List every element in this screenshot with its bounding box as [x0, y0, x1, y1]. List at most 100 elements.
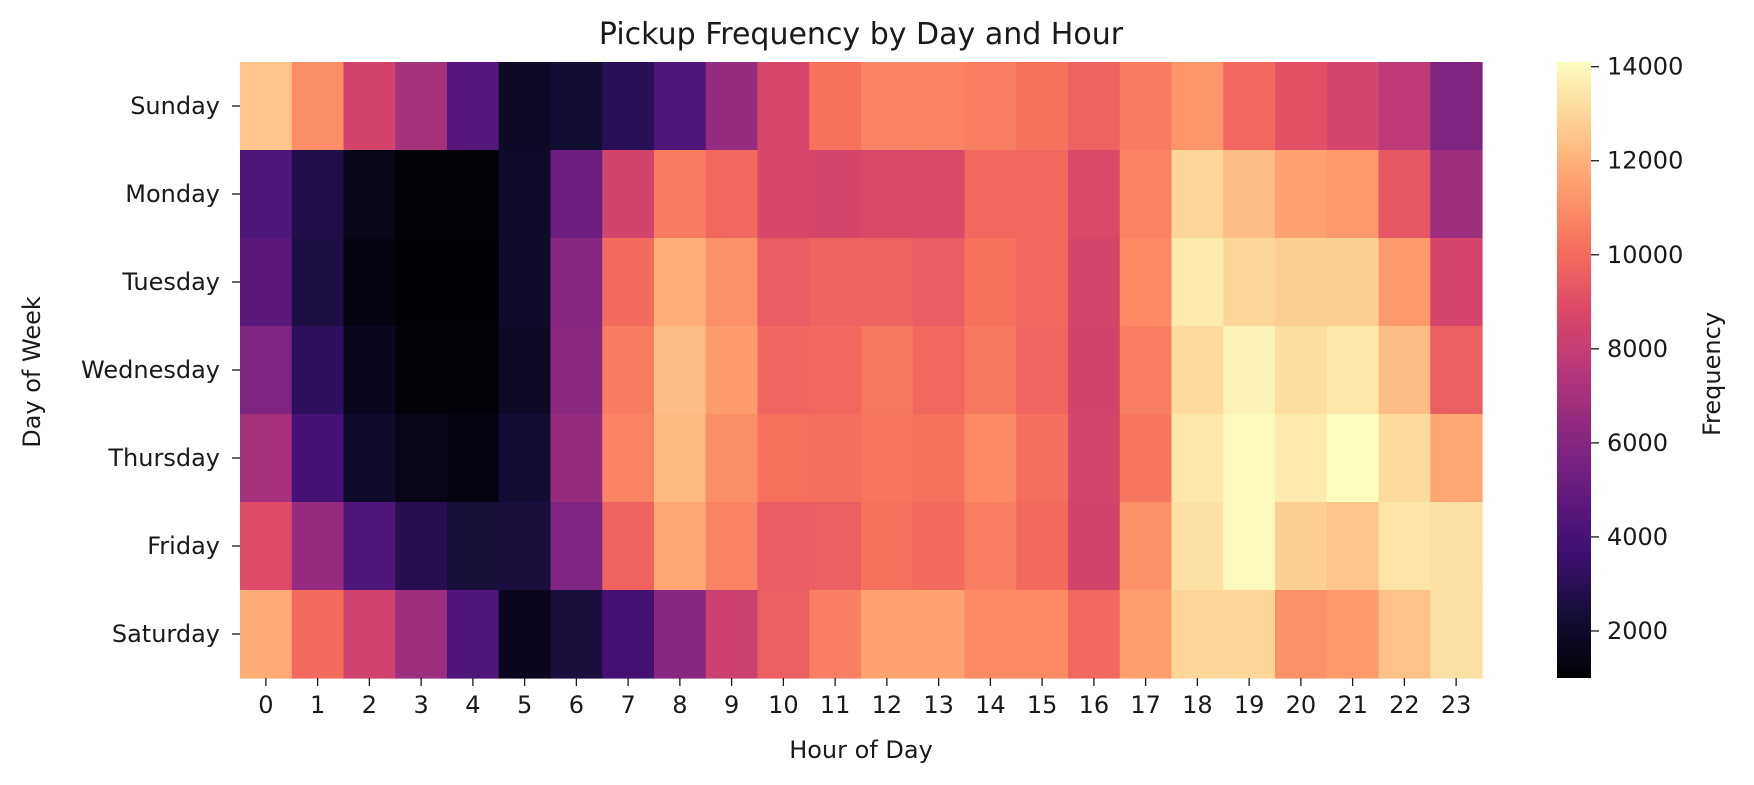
- heatmap-cell: [861, 414, 914, 503]
- x-tick-label: 5: [517, 691, 532, 719]
- heatmap-cell: [705, 62, 759, 151]
- heatmap-cell: [550, 502, 603, 591]
- colorbar-tick-label: 10000: [1607, 241, 1683, 269]
- heatmap-cell: [291, 238, 345, 327]
- y-tick-label: Tuesday: [121, 268, 220, 296]
- heatmap-cell: [550, 150, 603, 239]
- x-tick-label: 9: [724, 691, 739, 719]
- heatmap-cell: [395, 590, 448, 679]
- heatmap-cell: [498, 414, 552, 503]
- heatmap-cell: [809, 62, 862, 151]
- heatmap-cell: [291, 502, 345, 591]
- heatmap-cell: [861, 326, 914, 415]
- heatmap-cell: [550, 62, 603, 151]
- heatmap-cell: [1378, 502, 1431, 591]
- heatmap-cell: [550, 414, 603, 503]
- heatmap-cell: [343, 326, 396, 415]
- heatmap-cell: [1275, 150, 1328, 239]
- heatmap-cell: [498, 590, 552, 679]
- heatmap-cell: [395, 502, 448, 591]
- heatmap-cell: [1223, 414, 1276, 503]
- heatmap-cell: [1016, 150, 1069, 239]
- heatmap-cell: [1430, 590, 1483, 679]
- heatmap-cell: [343, 62, 396, 151]
- heatmap-cell: [291, 62, 345, 151]
- heatmap-cell: [1119, 502, 1173, 591]
- heatmap-cell: [1171, 502, 1224, 591]
- heatmap-cell: [291, 590, 345, 679]
- heatmap-cell: [757, 326, 810, 415]
- heatmap-cell: [1171, 414, 1224, 503]
- heatmap-cell: [809, 150, 862, 239]
- heatmap-cell: [1119, 238, 1173, 327]
- heatmap-cell: [291, 150, 345, 239]
- heatmap-cell: [395, 62, 448, 151]
- heatmap-cell: [912, 502, 966, 591]
- heatmap-cell: [550, 590, 603, 679]
- colorbar-tick-label: 14000: [1607, 53, 1683, 81]
- y-axis: Sunday Monday Tuesday Wednesday Thursday Frid…: [81, 92, 240, 648]
- x-tick-label: 22: [1389, 691, 1420, 719]
- heatmap-cell: [912, 590, 966, 679]
- x-tick-label: 19: [1234, 691, 1265, 719]
- heatmap-cell: [1016, 590, 1069, 679]
- heatmap-cell: [861, 590, 914, 679]
- heatmap-cell: [343, 238, 396, 327]
- heatmap-cell: [1068, 150, 1121, 239]
- heatmap-cell: [291, 414, 345, 503]
- heatmap-cell: [291, 326, 345, 415]
- heatmap-cell: [1223, 590, 1276, 679]
- heatmap-cell: [1068, 62, 1121, 151]
- heatmap-cell: [1378, 590, 1431, 679]
- x-tick-label: 23: [1441, 691, 1472, 719]
- heatmap-cell: [240, 326, 293, 415]
- heatmap-cell: [1223, 150, 1276, 239]
- heatmap-cell: [861, 238, 914, 327]
- x-tick-label: 16: [1079, 691, 1110, 719]
- heatmap-cell: [912, 150, 966, 239]
- heatmap-cell: [1016, 502, 1069, 591]
- heatmap-cell: [240, 150, 293, 239]
- colorbar-tick-label: 4000: [1607, 523, 1668, 551]
- y-tick-label: Monday: [125, 180, 220, 208]
- y-tick-label: Saturday: [112, 620, 220, 648]
- colorbar-tick-label: 12000: [1607, 147, 1683, 175]
- heatmap-cell: [1171, 150, 1224, 239]
- heatmap-cell: [240, 590, 293, 679]
- heatmap-cell: [1223, 238, 1276, 327]
- colorbar-tick-label: 6000: [1607, 429, 1668, 457]
- heatmap-cells: [240, 62, 1483, 679]
- heatmap-cell: [1068, 414, 1121, 503]
- heatmap-cell: [861, 502, 914, 591]
- heatmap-cell: [1016, 414, 1069, 503]
- heatmap-cell: [602, 62, 655, 151]
- heatmap-cell: [343, 590, 396, 679]
- heatmap-cell: [964, 414, 1017, 503]
- heatmap-cell: [395, 238, 448, 327]
- heatmap-cell: [498, 62, 552, 151]
- heatmap-cell: [1430, 326, 1483, 415]
- heatmap-cell: [1119, 414, 1173, 503]
- heatmap-cell: [1223, 502, 1276, 591]
- x-tick-label: 12: [872, 691, 903, 719]
- heatmap-cell: [395, 414, 448, 503]
- heatmap-cell: [447, 150, 500, 239]
- x-tick-label: 6: [569, 691, 584, 719]
- heatmap-cell: [1430, 62, 1483, 151]
- colorbar-tick-label: 2000: [1607, 617, 1668, 645]
- heatmap-cell: [964, 326, 1017, 415]
- heatmap-cell: [1275, 238, 1328, 327]
- heatmap-cell: [1171, 326, 1224, 415]
- heatmap-cell: [240, 502, 293, 591]
- heatmap-cell: [1275, 62, 1328, 151]
- heatmap-cell: [1171, 62, 1224, 151]
- heatmap-cell: [1223, 62, 1276, 151]
- heatmap-cell: [809, 590, 862, 679]
- heatmap-cell: [1119, 590, 1173, 679]
- heatmap-cell: [654, 62, 707, 151]
- heatmap-cell: [964, 238, 1017, 327]
- heatmap-cell: [240, 62, 293, 151]
- heatmap-cell: [1430, 238, 1483, 327]
- heatmap-cell: [757, 238, 810, 327]
